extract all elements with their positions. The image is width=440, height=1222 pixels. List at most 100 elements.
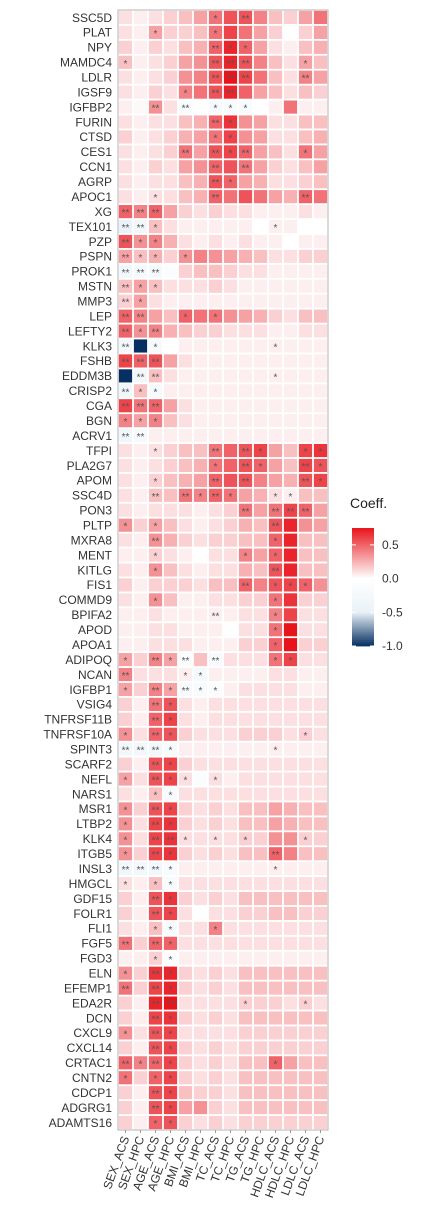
heatmap-cell [298, 414, 313, 428]
heatmap-cell [238, 205, 253, 219]
heatmap-cell [193, 518, 208, 532]
heatmap-cell [238, 399, 253, 413]
significance-mark: * [184, 671, 188, 682]
heatmap-cell [193, 608, 208, 622]
heatmap-cell [148, 563, 163, 577]
heatmap-cell [163, 503, 178, 517]
heatmap-cell [253, 115, 268, 129]
significance-mark: ** [122, 357, 130, 368]
heatmap-cell [253, 578, 268, 592]
heatmap-cell [238, 354, 253, 368]
heatmap-cell [208, 817, 223, 831]
heatmap-cell [283, 1026, 298, 1040]
heatmap-cell [118, 951, 133, 965]
row-label: FSHB [80, 354, 112, 368]
significance-mark: ** [302, 193, 310, 204]
heatmap-cell [118, 862, 133, 876]
row-label: PSPN [79, 250, 112, 264]
heatmap-cell [148, 578, 163, 592]
heatmap-cell [118, 190, 133, 204]
significance-mark: * [319, 447, 323, 458]
row-label: TNFRSF11B [44, 713, 112, 727]
heatmap-cell [223, 817, 238, 831]
row-label: CRISP2 [69, 384, 113, 398]
heatmap-cell [268, 399, 283, 413]
heatmap-cell [193, 414, 208, 428]
significance-mark: * [154, 343, 158, 354]
heatmap-cell [238, 488, 253, 502]
heatmap-cell [238, 817, 253, 831]
heatmap-cell [208, 1086, 223, 1100]
heatmap-cell [148, 667, 163, 682]
heatmap-cell [283, 100, 298, 114]
heatmap-cell [313, 608, 328, 622]
heatmap-cell [268, 234, 283, 249]
significance-mark: * [154, 1119, 158, 1130]
heatmap-cell [178, 429, 193, 443]
heatmap-cell [298, 533, 313, 547]
heatmap-cell [178, 697, 193, 711]
heatmap-cell [283, 40, 298, 54]
heatmap-cell [163, 802, 178, 816]
significance-mark: * [229, 492, 233, 503]
heatmap-cell [253, 145, 268, 159]
heatmap-cell [238, 294, 253, 308]
heatmap-cell [253, 219, 268, 234]
heatmap-cell [208, 354, 223, 368]
row-label: XG [95, 205, 112, 219]
heatmap-cell [298, 1086, 313, 1100]
heatmap-cell [238, 518, 253, 532]
heatmap-cell [223, 951, 238, 965]
heatmap-cell [298, 25, 313, 39]
heatmap-cell [133, 219, 148, 234]
heatmap-cell [208, 1115, 223, 1130]
heatmap-cell [133, 906, 148, 921]
heatmap-cell [178, 1071, 193, 1085]
heatmap-cell [208, 414, 223, 428]
heatmap-cell [253, 294, 268, 308]
significance-mark: * [169, 1029, 173, 1040]
heatmap-cell [208, 593, 223, 607]
heatmap-cell [298, 339, 313, 353]
heatmap-cell [253, 593, 268, 607]
heatmap-cell [283, 697, 298, 711]
heatmap-cell [148, 847, 163, 861]
significance-mark: * [274, 641, 278, 652]
heatmap-cell [208, 608, 223, 622]
heatmap-cell [283, 533, 298, 547]
heatmap-cell [193, 847, 208, 861]
heatmap-cell [223, 399, 238, 413]
legend-gradient-step [352, 608, 374, 611]
heatmap-cell [208, 682, 223, 697]
heatmap-cell [133, 130, 148, 144]
heatmap-cell [148, 966, 163, 980]
heatmap-cell [238, 503, 253, 517]
legend-gradient-step [352, 579, 374, 582]
heatmap-cell [178, 817, 193, 831]
significance-mark: ** [152, 1015, 160, 1026]
significance-mark: * [214, 104, 218, 115]
heatmap-cell [208, 518, 223, 532]
heatmap-cell [298, 593, 313, 607]
heatmap-cell [268, 518, 283, 532]
heatmap-cell [283, 682, 298, 697]
heatmap-cell [193, 548, 208, 562]
heatmap-cell [208, 503, 223, 517]
legend-gradient-step [352, 616, 374, 619]
heatmap-cell [118, 100, 133, 114]
heatmap-cell [223, 757, 238, 771]
heatmap-cell [268, 1086, 283, 1100]
heatmap-cell [208, 802, 223, 816]
heatmap-cell [283, 85, 298, 99]
heatmap-cell [313, 563, 328, 577]
heatmap-cell [313, 787, 328, 801]
significance-mark: ** [242, 59, 250, 70]
heatmap-cell [178, 488, 193, 502]
heatmap-cell [283, 190, 298, 204]
heatmap-cell [208, 533, 223, 547]
heatmap-cell [163, 742, 178, 756]
row-label: MAMDC4 [60, 56, 112, 70]
heatmap-cell [298, 742, 313, 756]
heatmap-cell [238, 772, 253, 786]
row-label: LTBP2 [76, 817, 112, 831]
